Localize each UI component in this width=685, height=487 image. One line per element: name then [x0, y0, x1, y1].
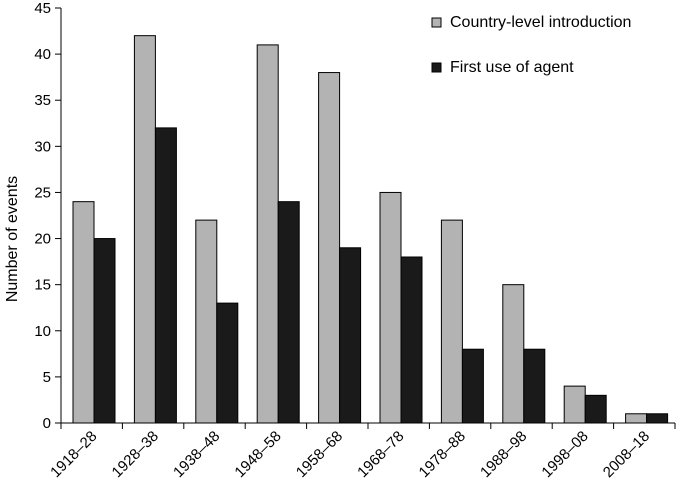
y-tick-label: 40 — [34, 46, 51, 63]
bar-first-use-8 — [523, 348, 546, 424]
bar-country-level-3 — [195, 219, 218, 424]
bar-first-use-6 — [400, 256, 423, 424]
bar-country-level-4 — [256, 44, 279, 424]
x-tick-label: 1968–78 — [354, 428, 407, 481]
x-tick-label: 1958–68 — [293, 428, 346, 481]
y-tick-label: 10 — [34, 323, 51, 340]
x-tick-label: 2008–18 — [600, 428, 653, 481]
bar-first-use-7 — [461, 348, 484, 424]
bar-country-level-9 — [563, 385, 586, 424]
legend-label-1: Country-level introduction — [450, 14, 631, 31]
bar-first-use-3 — [216, 302, 239, 424]
bar-first-use-10 — [646, 413, 669, 424]
bar-first-use-4 — [277, 201, 300, 424]
bar-first-use-9 — [584, 394, 607, 424]
y-axis-title: Number of events — [4, 176, 21, 302]
y-tick-label: 15 — [34, 277, 51, 294]
legend-label-2: First use of agent — [450, 59, 574, 76]
x-tick-label: 1988–98 — [477, 428, 530, 481]
x-tick-label: 1938–48 — [170, 428, 223, 481]
y-tick-label: 20 — [34, 231, 51, 248]
bar-country-level-1 — [72, 201, 95, 424]
legend-swatch-1 — [431, 17, 442, 28]
x-tick-label: 1998–08 — [538, 428, 591, 481]
y-tick-label: 25 — [34, 184, 51, 201]
x-tick-label: 1928–38 — [109, 428, 162, 481]
bar-first-use-5 — [339, 247, 362, 424]
x-ticks-layer: 1918–28 1928–38 1938–48 1948–58 1958–68 1968–… — [47, 423, 676, 481]
bar-country-level-2 — [133, 35, 156, 424]
y-tick-label: 0 — [43, 415, 51, 432]
bar-first-use-2 — [154, 127, 177, 424]
x-tick-label: 1918–28 — [47, 428, 100, 481]
bars-layer — [72, 35, 669, 424]
bar-country-level-8 — [502, 284, 525, 424]
y-tick-label: 30 — [34, 138, 51, 155]
legend: Country-level introduction First use of a… — [431, 14, 631, 76]
y-tick-label: 5 — [43, 369, 51, 386]
y-tick-label: 45 — [34, 0, 51, 17]
bar-country-level-7 — [440, 219, 463, 424]
bar-country-level-5 — [318, 72, 341, 424]
x-tick-label: 1948–58 — [231, 428, 284, 481]
bar-country-level-6 — [379, 191, 402, 424]
x-tick-label: 1978–88 — [416, 428, 469, 481]
y-ticks-layer: 0 5 10 15 20 25 30 35 40 45 — [34, 0, 61, 432]
legend-swatch-2 — [431, 62, 442, 73]
y-tick-label: 35 — [34, 92, 51, 109]
bar-first-use-1 — [93, 238, 116, 424]
bar-country-level-10 — [625, 413, 648, 424]
